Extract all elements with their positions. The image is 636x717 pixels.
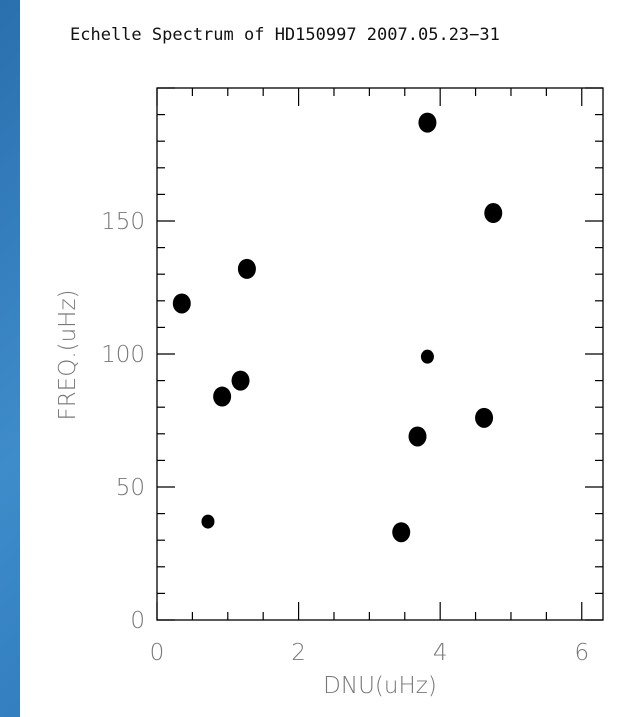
- y-axis-label: FREQ.(uHz): [55, 289, 81, 420]
- data-point: [231, 370, 250, 391]
- axis-ticks: [156, 87, 603, 621]
- x-tick-label: 4: [433, 640, 448, 666]
- y-tick-label: 50: [116, 475, 145, 501]
- x-tick-label: 6: [574, 640, 589, 666]
- chart-title: Echelle Spectrum of HD150997 2007.05.23−…: [70, 25, 500, 45]
- data-point: [172, 293, 191, 314]
- data-point: [392, 522, 411, 543]
- y-tick-label: 100: [101, 342, 145, 368]
- data-point: [408, 426, 427, 447]
- data-point: [418, 112, 437, 133]
- x-axis-label: DNU(uHz): [323, 673, 437, 699]
- data-point: [237, 258, 256, 279]
- chart-panel: Echelle Spectrum of HD150997 2007.05.23−…: [20, 0, 636, 717]
- data-point: [213, 386, 232, 407]
- data-points: [172, 112, 503, 543]
- tick-labels: 0 2 4 6 0 50 100 150: [101, 209, 589, 666]
- x-tick-label: 2: [291, 640, 306, 666]
- data-point: [420, 349, 434, 364]
- scatter-chart: Echelle Spectrum of HD150997 2007.05.23−…: [55, 25, 604, 699]
- x-tick-label: 0: [150, 640, 165, 666]
- data-point: [475, 407, 494, 428]
- data-point: [484, 203, 503, 224]
- plot-frame: [156, 87, 604, 621]
- y-tick-label: 150: [101, 209, 145, 235]
- y-tick-label: 0: [130, 608, 145, 634]
- data-point: [201, 514, 215, 529]
